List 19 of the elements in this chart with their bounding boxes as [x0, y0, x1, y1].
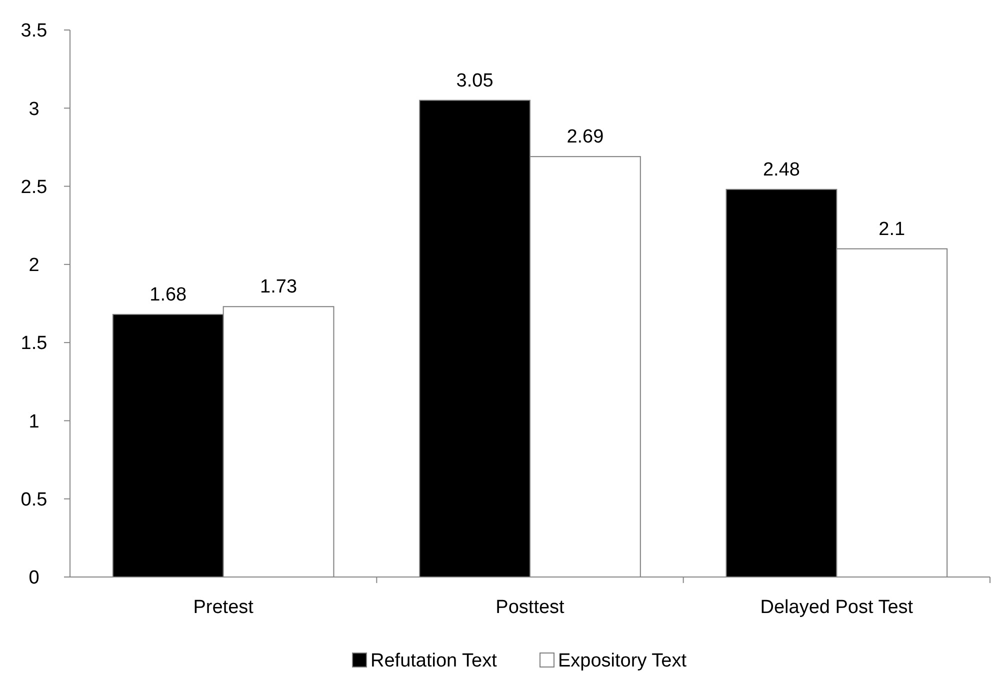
data-label: 2.69 — [566, 126, 604, 148]
y-tick-label: 2 — [28, 255, 40, 276]
y-tick-label: 1 — [28, 411, 40, 432]
legend-label: Expository Text — [558, 650, 688, 672]
data-label: 1.68 — [150, 284, 187, 306]
legend-label: Refutation Text — [370, 650, 498, 672]
data-label: 1.73 — [260, 276, 298, 298]
y-tick-label: 2.5 — [20, 176, 48, 198]
y-tick-label: 3.5 — [20, 20, 48, 42]
data-label: 2.48 — [762, 159, 800, 180]
y-tick-label: 3 — [28, 98, 40, 120]
y-tick-label: 0.5 — [20, 490, 48, 511]
y-tick-label: 0 — [28, 568, 40, 589]
x-tick-label: Delayed Post Test — [760, 597, 914, 618]
data-label: 3.05 — [456, 70, 494, 92]
x-tick-label: Pretest — [193, 597, 254, 618]
x-tick-label: Posttest — [496, 597, 566, 618]
y-tick-label: 1.5 — [20, 333, 48, 354]
data-label: 2.1 — [878, 218, 906, 240]
